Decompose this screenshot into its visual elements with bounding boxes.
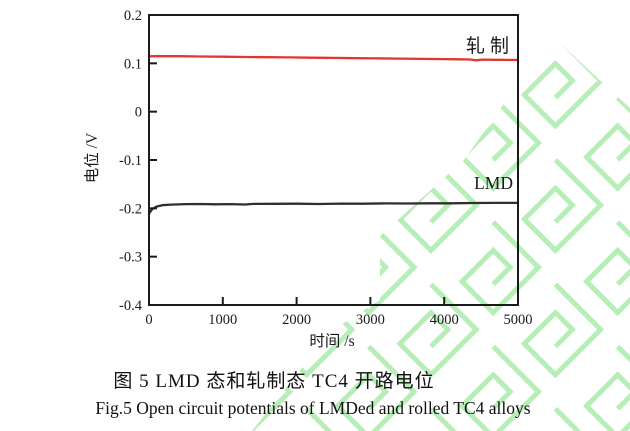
plot-frame (148, 14, 519, 306)
y-tick-label: 0.1 (124, 56, 142, 72)
watermark-region (252, 36, 630, 431)
y-tick-label: 0 (135, 105, 142, 121)
axes-layer (148, 14, 519, 306)
series-line-rolled (147, 54, 520, 62)
x-tick-label: 5000 (504, 312, 533, 328)
tick-label-layer: 0 1000 2000 3000 4000 5000 0.2 0.1 0 -0.1 -0.2 -0.3… (119, 8, 532, 328)
x-tick-label: 4000 (430, 312, 459, 328)
caption-chinese: 图 5 LMD 态和轧制态 TC4 开路电位 (113, 371, 435, 392)
series-line-lmd (147, 201, 520, 215)
series-layer (147, 54, 520, 215)
x-tick-label: 0 (145, 312, 152, 328)
y-axis-label: 电位 /V (83, 132, 101, 183)
x-tick-label: 3000 (356, 312, 385, 328)
y-tick-label: -0.2 (119, 201, 142, 217)
y-tick-label: -0.3 (119, 250, 142, 266)
y-tick-label: -0.1 (119, 153, 142, 169)
caption-english: Fig.5 Open circuit potentials of LMDed a… (95, 398, 531, 418)
y-tick-label: -0.4 (119, 298, 143, 314)
y-tick-label: 0.2 (124, 8, 142, 24)
x-axis-label: 时间 /s (309, 332, 354, 350)
x-tick-label: 1000 (208, 312, 237, 328)
series-label-rolled: 轧制 (466, 35, 514, 57)
series-label-lmd: LMD (474, 173, 513, 193)
x-tick-label: 2000 (282, 312, 311, 328)
